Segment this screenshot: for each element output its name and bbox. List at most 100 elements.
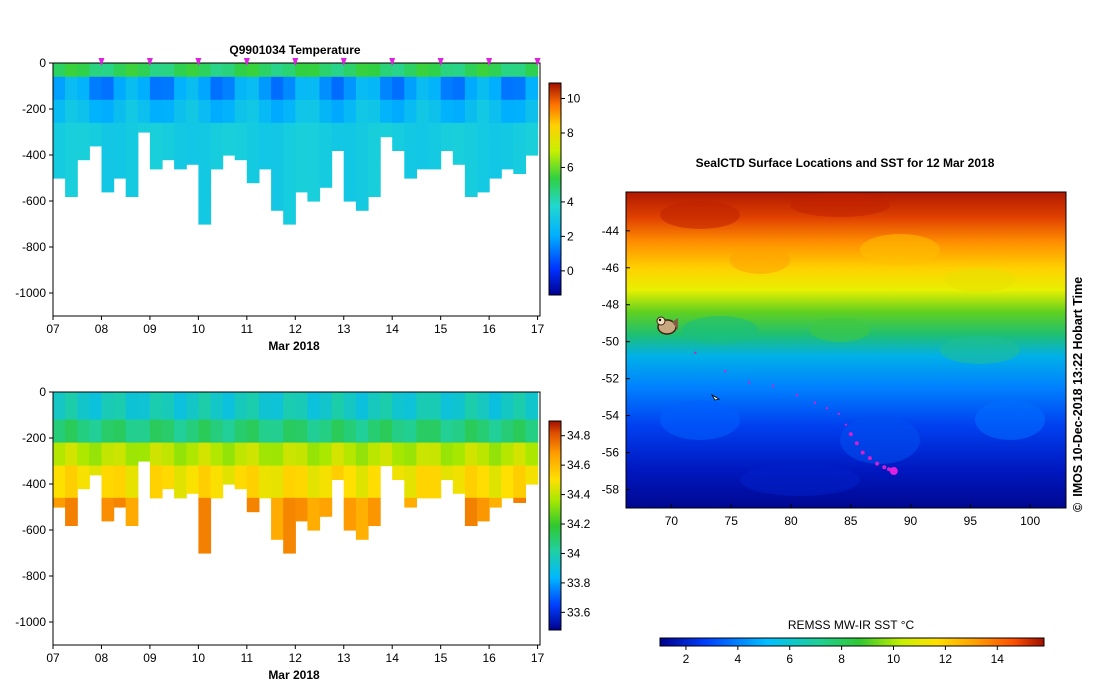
profile-cell bbox=[452, 461, 466, 467]
profile-cell bbox=[271, 415, 284, 421]
profile-cell bbox=[404, 109, 417, 115]
lon-tick-label: 100 bbox=[1020, 514, 1040, 528]
profile-cell bbox=[307, 173, 321, 179]
profile-cell bbox=[489, 502, 502, 508]
profile-cell bbox=[186, 396, 199, 402]
profile-cell bbox=[440, 136, 454, 142]
profile-cell bbox=[452, 118, 466, 124]
profile-cell bbox=[101, 474, 115, 480]
profile-cell bbox=[307, 81, 321, 87]
profile-cell bbox=[198, 451, 212, 457]
profile-cell bbox=[53, 141, 66, 147]
profile-cell bbox=[404, 168, 417, 174]
track-point bbox=[844, 423, 848, 426]
profile-cell bbox=[210, 118, 224, 124]
profile-cell bbox=[489, 67, 502, 73]
profile-cell bbox=[234, 484, 248, 490]
profile-cell bbox=[307, 516, 321, 522]
profile-cell bbox=[319, 118, 333, 124]
profile-cell bbox=[53, 109, 66, 115]
profile-cell bbox=[234, 438, 248, 444]
profile-cell bbox=[174, 136, 187, 142]
profile-cell bbox=[319, 419, 333, 425]
profile-cell bbox=[307, 410, 321, 416]
colorbar-tick-label: 34.4 bbox=[567, 488, 591, 502]
profile-cell bbox=[392, 428, 405, 434]
profile-cell bbox=[464, 507, 478, 513]
profile-cell bbox=[404, 484, 417, 490]
profile-cell bbox=[174, 419, 187, 425]
profile-cell bbox=[513, 86, 526, 92]
profile-cell bbox=[295, 470, 308, 476]
profile-cell bbox=[125, 424, 139, 430]
profile-cell bbox=[368, 456, 381, 462]
profile-cell bbox=[65, 424, 78, 430]
profile-cell bbox=[295, 178, 308, 184]
profile-cell bbox=[258, 424, 272, 430]
profile-cell bbox=[283, 539, 296, 545]
profile-cell bbox=[489, 86, 502, 92]
profile-cell bbox=[210, 456, 224, 462]
profile-cell bbox=[501, 99, 514, 105]
profile-cell bbox=[186, 95, 199, 101]
profile-cell bbox=[392, 405, 405, 411]
profile-cell bbox=[404, 433, 417, 439]
profile-cell bbox=[65, 182, 78, 188]
profile-cell bbox=[101, 461, 115, 467]
profile-cell bbox=[113, 63, 127, 69]
profile-cell bbox=[246, 415, 260, 421]
profile-cell bbox=[416, 122, 430, 128]
profile-cell bbox=[368, 182, 381, 188]
profile-cell bbox=[477, 178, 490, 184]
profile-cell bbox=[174, 118, 187, 124]
profile-cell bbox=[416, 438, 430, 444]
profile-cell bbox=[283, 479, 296, 485]
profile-cell bbox=[355, 401, 369, 407]
profile-cell bbox=[149, 104, 163, 110]
profile-cell bbox=[198, 525, 212, 531]
profile-cell bbox=[428, 428, 442, 434]
profile-cell bbox=[295, 150, 308, 156]
profile-cell bbox=[149, 95, 163, 101]
profile-cell bbox=[258, 465, 272, 471]
profile-cell bbox=[101, 155, 115, 161]
profile-cell bbox=[271, 465, 284, 471]
profile-cell bbox=[101, 424, 115, 430]
profile-cell bbox=[149, 141, 163, 147]
profile-cell bbox=[307, 433, 321, 439]
profile-cell bbox=[501, 109, 514, 115]
profile-cell bbox=[525, 99, 539, 105]
profile-cell bbox=[283, 63, 296, 69]
profile-cell bbox=[355, 474, 369, 480]
profile-cell bbox=[283, 511, 296, 517]
profile-cell bbox=[368, 488, 381, 494]
profile-cell bbox=[271, 168, 284, 174]
profile-cell bbox=[234, 433, 248, 439]
profile-cell bbox=[343, 155, 357, 161]
profile-cell bbox=[501, 90, 514, 96]
profile-cell bbox=[464, 461, 478, 467]
profile-cell bbox=[440, 419, 454, 425]
profile-cell bbox=[125, 479, 139, 485]
surface-marker bbox=[292, 58, 299, 66]
profile-cell bbox=[198, 415, 212, 421]
profile-cell bbox=[392, 113, 405, 119]
profile-cell bbox=[162, 451, 175, 457]
profile-cell bbox=[283, 210, 296, 216]
profile-cell bbox=[246, 104, 260, 110]
profile-cell bbox=[137, 447, 151, 453]
profile-cell bbox=[283, 81, 296, 87]
latitude-axis: -44-46-48-50-52-54-56-58 bbox=[602, 224, 630, 497]
profile-cell bbox=[464, 511, 478, 517]
profile-cell bbox=[440, 451, 454, 457]
profile-cell bbox=[489, 396, 502, 402]
profile-cell bbox=[283, 201, 296, 207]
profile-cell bbox=[513, 401, 526, 407]
profile-cell bbox=[149, 405, 163, 411]
profile-cell bbox=[355, 424, 369, 430]
profile-cell bbox=[404, 410, 417, 416]
profile-cell bbox=[222, 415, 236, 421]
profile-cell bbox=[343, 109, 357, 115]
profile-cell bbox=[89, 95, 102, 101]
profile-cell bbox=[101, 428, 115, 434]
